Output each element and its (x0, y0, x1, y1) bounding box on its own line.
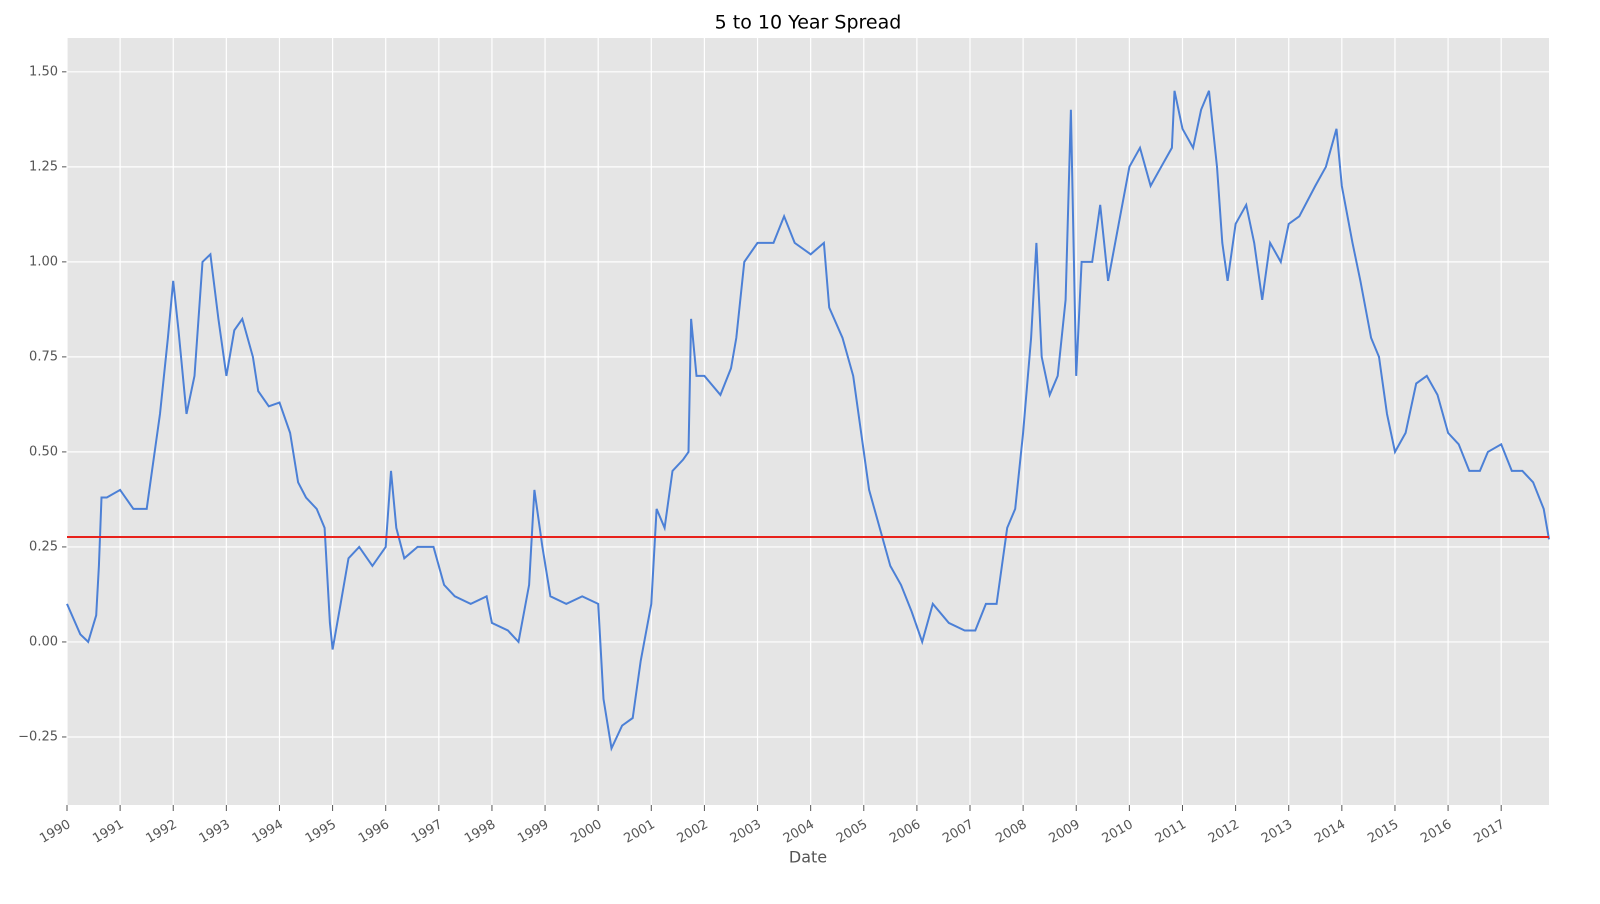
x-tick-label: 2010 (1100, 817, 1136, 847)
x-tick-label: 1990 (37, 817, 73, 847)
x-tick-label: 2011 (1153, 817, 1189, 847)
y-tick-label: 1.50 (29, 64, 58, 79)
x-tick-label: 2017 (1471, 817, 1507, 847)
y-tick-label: 1.25 (29, 159, 58, 174)
x-tick-label: 1991 (90, 817, 126, 847)
x-tick-label: 2008 (993, 817, 1029, 847)
x-tick-label: 2003 (728, 817, 764, 847)
x-tick-label: 2000 (568, 817, 604, 847)
x-tick-label: 2012 (1206, 817, 1242, 847)
x-tick-label: 2014 (1312, 817, 1348, 847)
y-tick-label: 0.50 (29, 444, 58, 459)
y-tick-label: 0.00 (29, 634, 58, 649)
x-tick-label: 1993 (197, 817, 233, 847)
x-tick-label: 2007 (940, 817, 976, 847)
x-tick-label: 1996 (356, 817, 392, 847)
chart-title: 5 to 10 Year Spread (715, 12, 902, 34)
x-tick-label: 2015 (1365, 817, 1401, 847)
x-tick-label: 1999 (515, 817, 551, 847)
x-tick-label: 2009 (1046, 817, 1082, 847)
x-tick-label: 1995 (303, 817, 339, 847)
data-line (66, 90, 1550, 752)
x-tick-label: 1998 (462, 817, 498, 847)
y-tick-label: 0.75 (29, 349, 58, 364)
y-tick-label: −0.25 (18, 729, 58, 744)
x-tick-label: 1992 (143, 817, 179, 847)
x-tick-label: 2016 (1418, 817, 1454, 847)
y-tick-label: 1.00 (29, 254, 58, 269)
y-tick-label: 0.25 (29, 539, 58, 554)
plot-background (67, 38, 1549, 805)
x-axis-label: Date (789, 848, 827, 867)
x-tick-label: 2001 (622, 817, 658, 847)
x-tick-label: 2006 (887, 817, 923, 847)
x-tick-label: 1994 (250, 817, 286, 847)
x-tick-label: 2005 (834, 817, 870, 847)
x-tick-label: 1997 (409, 817, 445, 847)
x-tick-label: 2004 (781, 817, 817, 847)
x-tick-label: 2002 (675, 817, 711, 847)
x-tick-label: 2013 (1259, 817, 1295, 847)
